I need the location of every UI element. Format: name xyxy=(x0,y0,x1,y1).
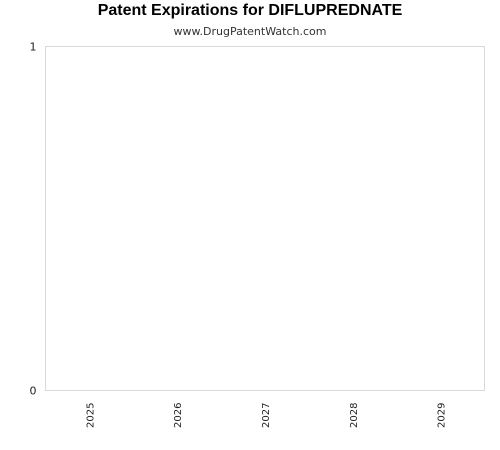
y-axis: 01 xyxy=(30,41,37,398)
chart-subtitle: www.DrugPatentWatch.com xyxy=(173,25,327,38)
x-axis: 2025 2026 2027 2028 2029 xyxy=(85,403,447,428)
x-tick-label: 2028 xyxy=(349,403,360,428)
y-tick-label: 0 xyxy=(30,385,37,398)
chart-title: Patent Expirations for DIFLUPREDNATE xyxy=(97,2,403,19)
x-tick-label: 2026 xyxy=(173,403,184,428)
plot-area xyxy=(45,46,485,391)
y-tick-label: 1 xyxy=(30,41,37,54)
x-tick-label: 2027 xyxy=(261,403,272,428)
x-tick-label: 2025 xyxy=(85,403,96,428)
x-tick-label: 2029 xyxy=(437,403,448,428)
